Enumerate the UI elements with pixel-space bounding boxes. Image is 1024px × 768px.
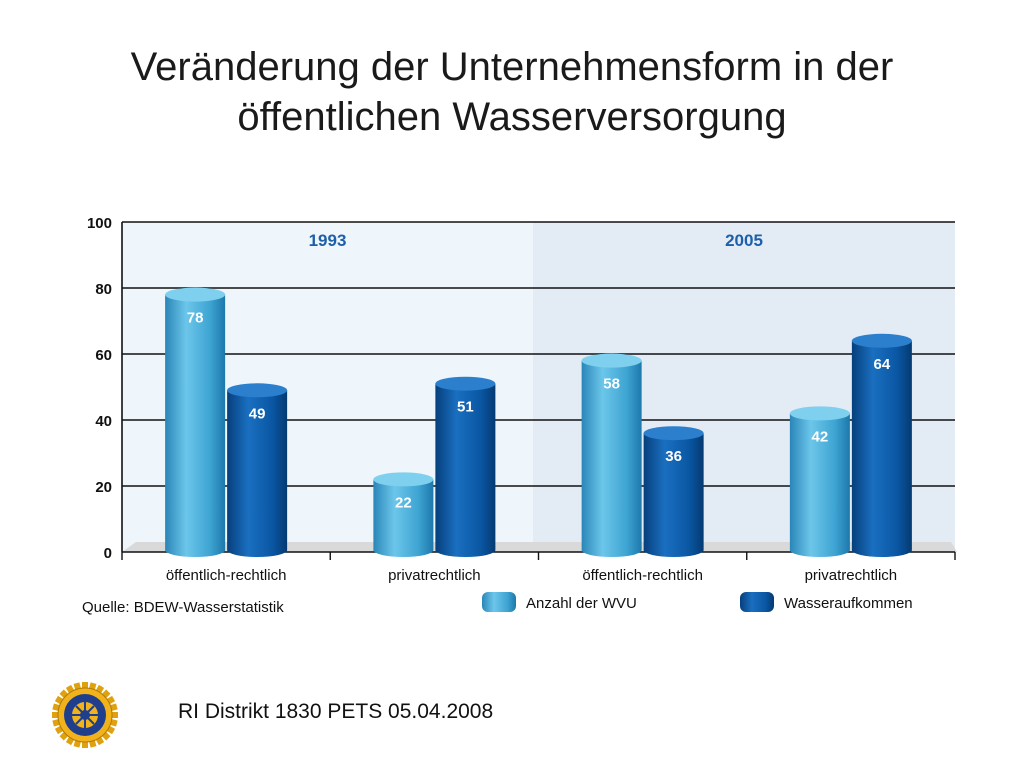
y-tick-label: 20 <box>95 479 112 496</box>
source-note: Quelle: BDEW-Wasserstatistik <box>82 599 284 616</box>
legend-label: Anzahl der WVU <box>526 595 637 612</box>
bar-wasseraufkommen <box>643 433 704 557</box>
slide-title-line-2: öffentlichen Wasserversorgung <box>237 95 787 139</box>
bar-anzahl-der-wvu <box>789 413 850 557</box>
bar-top-wasseraufkommen <box>851 333 912 348</box>
y-tick-label: 60 <box>95 347 112 364</box>
rotary-logo <box>52 682 118 748</box>
legend-label: Wasseraufkommen <box>784 595 913 612</box>
legend-swatch-0 <box>482 592 516 612</box>
bar-anzahl-der-wvu <box>581 360 642 557</box>
bar-top-anzahl-der-wvu <box>789 406 850 421</box>
data-label: 58 <box>603 376 620 393</box>
y-tick-label: 40 <box>95 413 112 430</box>
data-label: 78 <box>187 310 204 327</box>
x-tick-label: öffentlich-rechtlich <box>582 567 703 584</box>
bar-top-anzahl-der-wvu <box>373 472 434 487</box>
bar-anzahl-der-wvu <box>373 479 434 557</box>
bar-top-anzahl-der-wvu <box>165 287 226 302</box>
bar-anzahl-der-wvu <box>165 294 226 557</box>
bar-chart: 0 20 40 60 80 100 1993 2005 öffentlich-rechtlich… <box>82 215 957 616</box>
group-label-1993: 1993 <box>309 231 347 250</box>
x-tick-label: privatrechtlich <box>388 567 481 584</box>
bar-wasseraufkommen <box>227 390 288 557</box>
chart-floor <box>122 542 957 552</box>
bar-top-anzahl-der-wvu <box>581 353 642 368</box>
bar-wasseraufkommen <box>851 340 912 557</box>
slide-title-line-1: Veränderung der Unternehmensform in der <box>130 45 894 89</box>
data-label: 51 <box>457 399 474 416</box>
data-label: 36 <box>665 448 682 465</box>
legend-swatch-1 <box>740 592 774 612</box>
x-tick-label: privatrechtlich <box>805 567 898 584</box>
slide-title: Veränderung der Unternehmensform in der … <box>0 42 1024 142</box>
data-label: 42 <box>812 428 829 445</box>
bar-top-wasseraufkommen <box>227 383 288 398</box>
bar-top-wasseraufkommen <box>643 426 704 441</box>
y-tick-label: 100 <box>87 215 112 232</box>
data-label: 64 <box>874 356 891 373</box>
logo-gear-tooth <box>82 682 88 690</box>
group-label-2005: 2005 <box>725 231 763 250</box>
y-tick-label: 0 <box>104 545 112 562</box>
data-label: 49 <box>249 405 266 422</box>
x-tick-label: öffentlich-rechtlich <box>166 567 287 584</box>
bar-top-wasseraufkommen <box>435 376 496 391</box>
bar-wasseraufkommen <box>435 383 496 557</box>
data-label: 22 <box>395 494 412 511</box>
logo-gear-tooth <box>82 740 88 748</box>
footer-text: RI Distrikt 1830 PETS 05.04.2008 <box>178 700 494 723</box>
y-tick-label: 80 <box>95 281 112 298</box>
